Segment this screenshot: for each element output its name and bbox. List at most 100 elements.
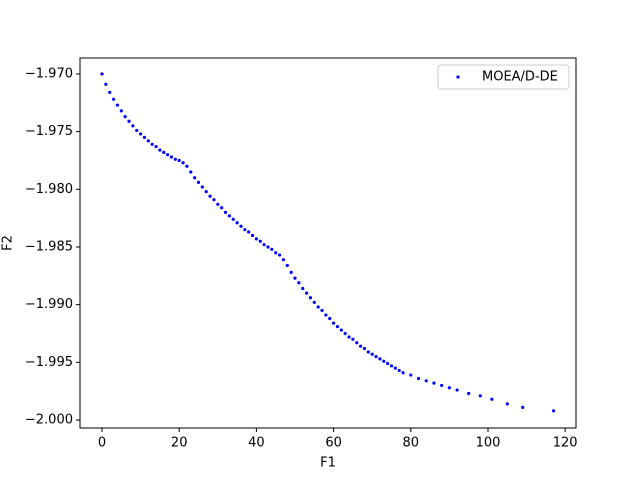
point	[320, 308, 324, 313]
point	[154, 145, 158, 149]
x-axis-label: F1	[320, 456, 336, 471]
point	[104, 82, 108, 86]
point	[304, 291, 309, 295]
point	[250, 233, 255, 238]
point	[447, 386, 451, 390]
point	[339, 328, 343, 332]
point	[393, 366, 397, 370]
x-tick-label: 0	[98, 436, 106, 451]
x-tick-label: 100	[476, 436, 501, 451]
point	[308, 296, 313, 300]
point	[142, 135, 147, 139]
point	[166, 153, 170, 157]
point	[289, 270, 293, 274]
y-tick-label: −1.970	[25, 66, 73, 81]
point	[389, 364, 394, 368]
x-tick-label: 80	[403, 436, 420, 451]
point	[193, 176, 197, 180]
point	[552, 409, 556, 413]
point	[297, 281, 301, 285]
point	[196, 180, 201, 184]
point	[370, 352, 374, 356]
point	[146, 139, 150, 143]
point	[301, 286, 305, 291]
point	[235, 221, 239, 225]
point	[416, 376, 421, 381]
y-tick-label: −1.995	[25, 355, 73, 370]
point	[123, 115, 127, 119]
point	[266, 245, 270, 249]
legend-label: MOEA/D-DE	[482, 70, 558, 85]
point	[212, 198, 216, 202]
point	[490, 397, 494, 401]
x-tick-label: 60	[325, 436, 342, 451]
point	[424, 379, 428, 383]
point	[478, 394, 482, 398]
point	[351, 337, 355, 341]
point	[181, 161, 185, 165]
point	[204, 190, 208, 194]
point	[343, 331, 347, 336]
point	[189, 170, 193, 174]
point	[131, 124, 135, 128]
point	[227, 214, 231, 218]
point	[293, 276, 297, 280]
point	[169, 155, 174, 159]
point	[335, 324, 340, 329]
point	[316, 305, 320, 309]
y-tick-label: −1.985	[25, 239, 73, 254]
point	[177, 158, 181, 163]
point	[239, 224, 243, 228]
point	[382, 359, 386, 363]
point	[220, 206, 224, 210]
point	[366, 350, 370, 354]
point	[505, 402, 509, 406]
point	[521, 405, 525, 409]
point	[243, 228, 247, 232]
point	[432, 381, 436, 385]
legend-box	[437, 64, 570, 90]
y-tick-label: −1.990	[25, 297, 73, 312]
point	[162, 150, 166, 154]
point	[185, 164, 189, 168]
point	[409, 373, 413, 377]
point	[119, 109, 123, 113]
point	[285, 263, 289, 268]
point	[362, 346, 367, 351]
x-tick-label: 40	[248, 436, 265, 451]
point	[262, 243, 266, 247]
point	[374, 354, 378, 359]
point	[111, 97, 116, 101]
point	[274, 251, 278, 255]
point	[397, 368, 401, 373]
point	[208, 194, 212, 198]
point	[108, 90, 112, 94]
point	[331, 321, 336, 325]
point	[135, 128, 139, 133]
y-axis-label: F2	[1, 235, 16, 251]
point	[223, 210, 228, 214]
point	[200, 185, 204, 189]
point	[359, 344, 363, 348]
point	[440, 383, 444, 388]
point	[281, 258, 286, 262]
point	[158, 148, 162, 152]
point	[115, 103, 120, 107]
point	[467, 391, 471, 396]
point	[386, 361, 390, 366]
point	[455, 388, 459, 392]
point	[328, 316, 332, 321]
y-tick-label: −2.000	[25, 413, 73, 428]
x-tick-label: 120	[553, 436, 578, 451]
point	[270, 247, 274, 251]
point	[324, 313, 328, 317]
point	[401, 371, 405, 375]
point	[378, 357, 382, 361]
point	[247, 230, 251, 234]
point	[347, 335, 351, 339]
point	[231, 217, 235, 221]
point	[216, 202, 220, 206]
point	[312, 300, 316, 304]
point	[139, 132, 143, 136]
